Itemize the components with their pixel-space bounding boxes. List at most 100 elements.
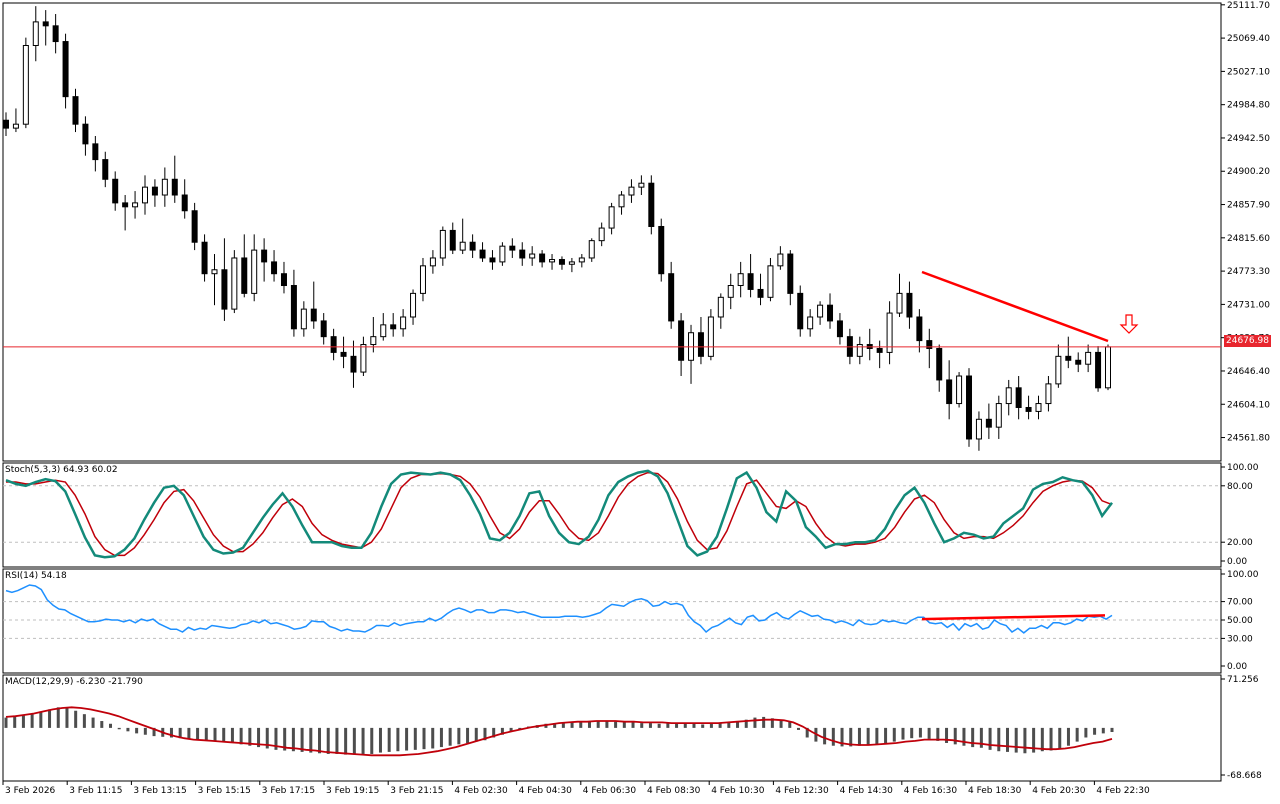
candle-body	[568, 261, 575, 265]
macd-histogram-bar	[30, 714, 34, 728]
candle-body	[1085, 351, 1092, 365]
macd-histogram-bar	[48, 709, 52, 728]
candle-body	[529, 253, 536, 259]
price-tick-label: 25069.40	[1227, 34, 1270, 44]
candle-body	[42, 21, 49, 27]
macd-histogram-bar	[657, 723, 661, 728]
macd-histogram-bar	[648, 723, 652, 728]
candle-body	[797, 292, 804, 330]
macd-histogram-bar	[248, 727, 252, 746]
macd-histogram-bar	[169, 727, 173, 738]
rsi-trendline	[921, 614, 1106, 621]
macd-histogram-bar	[605, 721, 609, 728]
stoch-pane-frame	[2, 462, 1222, 568]
macd-histogram-bar	[753, 717, 757, 728]
candle-body	[727, 285, 734, 298]
candle-body	[1075, 359, 1082, 365]
candle-body	[1005, 387, 1012, 405]
candle-body	[429, 257, 436, 267]
time-tick-label: 4 Feb 02:30	[454, 786, 508, 796]
candle-body	[340, 351, 347, 357]
macd-histogram-bar	[126, 727, 130, 732]
candle-body	[737, 273, 744, 287]
candle-body	[1035, 403, 1042, 412]
macd-histogram-bar	[448, 727, 452, 746]
macd-histogram-bar	[1058, 727, 1062, 749]
candle-body	[1025, 406, 1032, 412]
macd-histogram-bar	[709, 723, 713, 728]
macd-histogram-bar	[1005, 727, 1009, 752]
candle-body	[469, 241, 476, 251]
candle-body	[668, 273, 675, 322]
macd-histogram-bar	[744, 719, 748, 728]
candle-body	[966, 375, 973, 440]
macd-histogram-bar	[953, 727, 957, 745]
candle-body	[876, 347, 883, 353]
macd-histogram-bar	[831, 727, 835, 746]
candle-body	[926, 340, 933, 349]
macd-histogram-bar	[884, 727, 888, 743]
macd-histogram-bar	[431, 727, 435, 749]
candle-body	[638, 182, 645, 188]
candle-body	[1095, 351, 1102, 389]
macd-histogram-bar	[640, 723, 644, 728]
time-tick-label: 3 Feb 15:15	[198, 786, 251, 796]
macd-histogram-bar	[39, 711, 43, 728]
candle-body	[856, 344, 863, 357]
macd-histogram-bar	[483, 727, 487, 741]
rsi-tick-label: 0.00	[1227, 662, 1247, 672]
macd-histogram-bar	[805, 727, 809, 738]
macd-histogram-bar	[117, 727, 121, 730]
price-tick-label: 24900.20	[1227, 167, 1270, 177]
price-tick-label: 24857.90	[1227, 201, 1270, 211]
macd-histogram-bar	[109, 723, 113, 728]
candle-body	[787, 253, 794, 294]
candle-body	[290, 285, 297, 330]
price-trendline	[921, 270, 1109, 343]
time-tick-label: 4 Feb 18:30	[968, 786, 1022, 796]
stoch-signal-line	[6, 471, 1113, 557]
macd-histogram-bar	[56, 707, 60, 728]
candle-body	[191, 210, 198, 243]
time-tick-label: 3 Feb 13:15	[133, 786, 186, 796]
price-tick-label: 24942.50	[1227, 134, 1270, 144]
candle-body	[72, 96, 79, 125]
stoch-tick-label: 20.00	[1227, 538, 1253, 548]
candle-body	[122, 202, 129, 208]
candle-body	[271, 261, 278, 275]
candle-body	[648, 182, 655, 227]
macd-histogram-bar	[779, 720, 783, 728]
macd-histogram-bar	[631, 722, 635, 728]
candle-body	[817, 304, 824, 318]
candle-body	[1065, 355, 1072, 361]
candle-body	[151, 186, 158, 196]
macd-tick-label: 71.256	[1227, 675, 1259, 685]
candle-body	[370, 336, 377, 346]
rsi-tick-label: 30.00	[1227, 634, 1253, 644]
candle-body	[132, 202, 139, 208]
macd-histogram-bar	[74, 710, 78, 728]
macd-histogram-bar	[875, 727, 879, 746]
macd-histogram-bar	[857, 727, 861, 746]
time-tick-label: 4 Feb 10:30	[711, 786, 765, 796]
macd-histogram-bar	[213, 727, 217, 741]
macd-signal-line	[5, 706, 1113, 757]
macd-histogram-bar	[666, 723, 670, 728]
candle-body	[3, 119, 9, 129]
time-tick-label: 3 Feb 21:15	[390, 786, 443, 796]
stoch-main-line	[5, 469, 1113, 559]
macd-histogram-bar	[892, 727, 896, 742]
macd-histogram-bar	[788, 721, 792, 728]
price-tick-label: 24604.10	[1227, 400, 1270, 410]
candle-body	[777, 253, 784, 267]
macd-histogram-bar	[971, 727, 975, 748]
candle-body	[32, 21, 39, 46]
candle-body	[1015, 387, 1022, 408]
candle-body	[350, 355, 357, 373]
rsi-tick-label: 50.00	[1227, 616, 1253, 626]
time-tick-label: 4 Feb 20:30	[1032, 786, 1086, 796]
candle-body	[608, 206, 615, 229]
macd-histogram-bar	[927, 727, 931, 739]
